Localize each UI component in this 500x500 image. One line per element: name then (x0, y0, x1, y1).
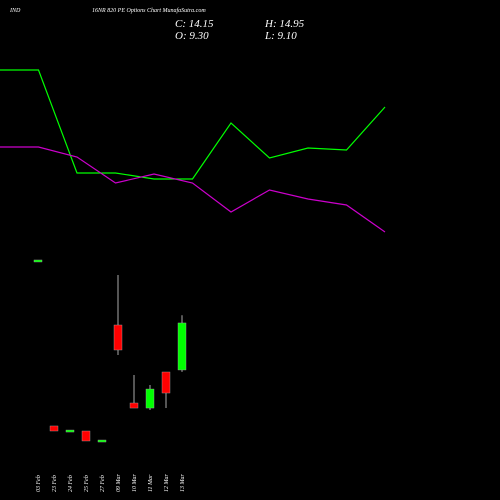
candle-body (145, 388, 155, 409)
ohlc-open: O: 9.30 (175, 30, 209, 42)
ohlc-low: L: 9.10 (264, 30, 297, 42)
x-tick-label: 23 Feb (52, 475, 58, 492)
x-tick-label: 10 Mar (132, 474, 138, 492)
x-tick-label: 11 Mar (148, 474, 154, 492)
chart-title: 16NR 820 PE Options Chart MunafaSutra.co… (92, 7, 206, 14)
candle-body (129, 402, 139, 409)
x-tick-label: 09 Mar (116, 474, 122, 492)
x-tick-label: 25 Feb (84, 475, 90, 492)
indicator-line (0, 146, 386, 233)
candle-body (49, 425, 59, 432)
candle-body (97, 439, 107, 443)
candle-body (113, 324, 123, 351)
candle-body (65, 429, 75, 433)
candle-body (161, 371, 171, 394)
indicator-line (0, 69, 386, 180)
candle-body (177, 322, 187, 371)
x-tick-label: 12 Mar (164, 474, 170, 492)
ohlc-close: C: 14.15 (175, 18, 214, 30)
candle-body (81, 430, 91, 442)
x-tick-label: 24 Feb (67, 475, 74, 492)
symbol: IND (9, 8, 21, 14)
candle-body (33, 259, 43, 263)
x-tick-label: 27 Feb (100, 475, 106, 492)
ohlc-high: H: 14.95 (264, 18, 305, 30)
x-tick-label: 03 Feb (36, 475, 42, 492)
x-tick-label: 13 Mar (180, 474, 186, 492)
